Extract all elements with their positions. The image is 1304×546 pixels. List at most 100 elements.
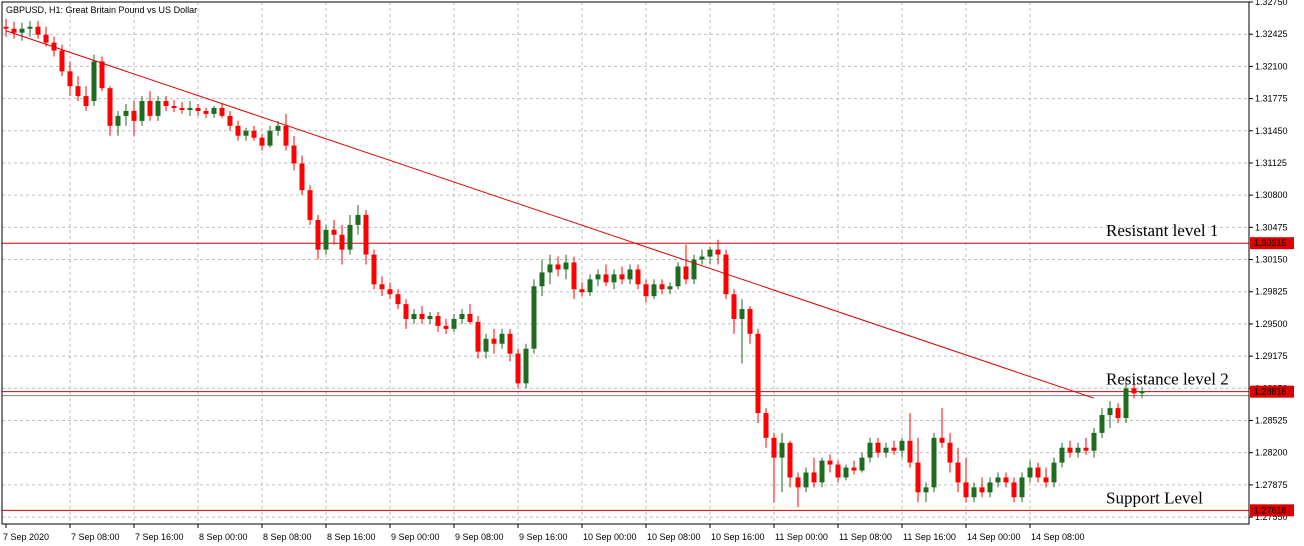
candle [75,76,81,102]
candle [747,306,753,344]
candle [851,460,857,475]
candle-body [675,266,681,287]
candle [755,328,761,423]
candle-body [411,314,417,319]
candle-body [203,110,209,114]
candle [307,185,313,225]
candle [675,262,681,290]
candle [899,437,905,458]
candle [99,56,105,92]
candle-body [339,234,345,250]
candle [579,282,585,297]
y-tick-label: 1.31775 [1255,94,1288,104]
candle-body [315,219,321,250]
candle-body [747,309,753,334]
candle [507,328,513,362]
candle [683,244,689,285]
y-tick-label: 1.32750 [1255,0,1288,7]
candle-body [443,325,449,329]
candle [315,214,321,260]
candle-body [27,26,33,29]
candle-body [531,286,537,349]
candle-body [555,264,561,270]
candle [347,214,353,255]
candle-body [731,294,737,319]
candle-body [387,289,393,295]
price-tag-label: 1.27618 [1254,505,1287,515]
candle [363,210,369,265]
candle-body [507,333,513,354]
candle [939,408,945,448]
candle [355,205,361,235]
candle [491,328,497,354]
candle-body [963,482,969,498]
candle [555,256,561,277]
candle-body [651,284,657,297]
y-tick-label: 1.29175 [1255,351,1288,361]
candle [83,86,89,111]
candle [795,472,801,508]
plot-border [1,1,1250,525]
candle [275,120,281,136]
candle-body [755,333,761,414]
candle [411,309,417,324]
candle-body [107,88,113,126]
candle [211,106,217,118]
candle-body [947,442,953,463]
candle [3,18,9,37]
candle [483,333,489,359]
level-annotation: Resistant level 1 [1106,221,1218,240]
candle-body [211,107,217,114]
candle [475,315,481,359]
candle [763,408,769,448]
x-tick-label: 9 Sep 16:00 [519,532,568,542]
candle [571,256,577,300]
candle-body [1027,467,1033,478]
candle-body [635,269,641,285]
candle [251,125,257,141]
candle [771,432,777,503]
candle [379,276,385,297]
candle-body [891,447,897,451]
candle-body [971,487,977,498]
candle-body [403,304,409,319]
candle [43,26,49,47]
candle [971,482,977,503]
chart-title: GBPUSD, H1: Great Britain Pound vs US Do… [6,5,197,15]
candles [3,18,1145,508]
candle-body [1011,482,1017,498]
candle-body [819,460,825,483]
candle [595,269,601,287]
candle-body [331,229,337,235]
annotations: Resistant level 1 Resistance level 2 Suppo… [1106,221,1229,507]
candle-body [291,145,297,164]
candle [891,440,897,455]
candle-body [691,259,697,280]
candle-body [11,28,17,33]
candle-body [1035,467,1041,478]
candle-body [43,34,49,43]
price-tag-label: 1.30315 [1254,238,1287,248]
candle-body [451,318,457,329]
x-tick-label: 10 Sep 08:00 [647,532,701,542]
candle [403,299,409,329]
x-tick-label: 10 Sep 16:00 [711,532,765,542]
candle [123,104,129,126]
candle-body [939,437,945,443]
candle-body [35,26,41,35]
candle [435,312,441,332]
candle [499,328,505,349]
candle [451,314,457,332]
candle-body [355,214,361,225]
candle-body [83,96,89,107]
candle [715,239,721,265]
candle-body [603,274,609,283]
x-tick-label: 8 Sep 16:00 [327,532,376,542]
candle [1083,437,1089,455]
x-tick-label: 9 Sep 00:00 [391,532,440,542]
candle [995,472,1001,488]
candle [139,96,145,126]
candle-body [1123,388,1129,419]
candle-body [523,348,529,384]
candle-body [243,130,249,136]
